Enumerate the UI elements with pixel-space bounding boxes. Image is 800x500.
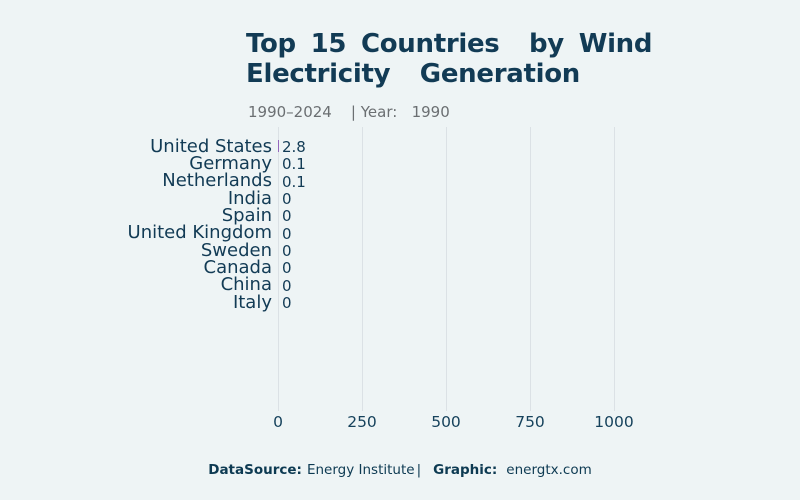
country-label: Germany	[189, 152, 272, 174]
country-bar	[278, 140, 279, 152]
x-axis-tick-label: 1000	[594, 413, 634, 431]
country-label: Sweden	[200, 239, 272, 261]
country-value-label: 2.8	[282, 138, 306, 156]
x-gridline	[445, 127, 447, 404]
country-value-label: 0.1	[282, 172, 306, 191]
x-axis-tick-label: 250	[347, 413, 377, 431]
x-gridline	[277, 127, 279, 404]
chart-subtitle-year: 1990–2024 | Year: 1990	[248, 103, 450, 121]
country-value-label: 0	[282, 259, 292, 278]
x-axis-tick-label: 0	[273, 413, 283, 431]
country-label: Spain	[221, 204, 272, 226]
x-gridline	[613, 127, 615, 404]
x-gridline	[529, 127, 531, 404]
footer-separator: |	[416, 462, 422, 478]
country-value-label: 0	[282, 294, 292, 313]
x-axis-tick	[613, 404, 615, 411]
country-label: Canada	[203, 256, 273, 278]
x-axis-tick	[277, 404, 279, 411]
country-value-label: 0	[282, 224, 292, 243]
country-value-label: 0	[282, 276, 292, 295]
country-value-label: 0	[282, 190, 292, 209]
country-value-label: 0	[282, 242, 292, 261]
country-label: China	[220, 274, 272, 296]
footer-credit: DataSource: Energy Institute | Graphic: ener…	[0, 462, 800, 478]
country-label: United Kingdom	[127, 222, 272, 244]
country-label: Netherlands	[162, 170, 272, 192]
country-label: United States	[150, 135, 272, 157]
x-axis-tick-label: 500	[431, 413, 461, 431]
chart-title-line-1: Top 15 Countries by Wind	[246, 29, 653, 59]
footer-graphic-label: Graphic:	[433, 462, 498, 478]
footer-datasource-value: Energy Institute	[306, 462, 415, 478]
footer-datasource-label: DataSource:	[208, 462, 302, 478]
x-axis-tick	[445, 404, 447, 411]
footer-graphic-value: energtx.com	[506, 462, 592, 478]
chart-title-line-2: Electricity Generation	[246, 59, 580, 89]
country-value-label: 0	[282, 207, 292, 226]
country-value-label: 0.1	[282, 155, 306, 174]
x-axis-tick-label: 750	[515, 413, 545, 431]
country-label: India	[227, 187, 272, 209]
country-label: Italy	[232, 291, 272, 313]
x-axis-tick	[529, 404, 531, 411]
x-gridline	[361, 127, 363, 404]
x-axis-tick	[361, 404, 363, 411]
